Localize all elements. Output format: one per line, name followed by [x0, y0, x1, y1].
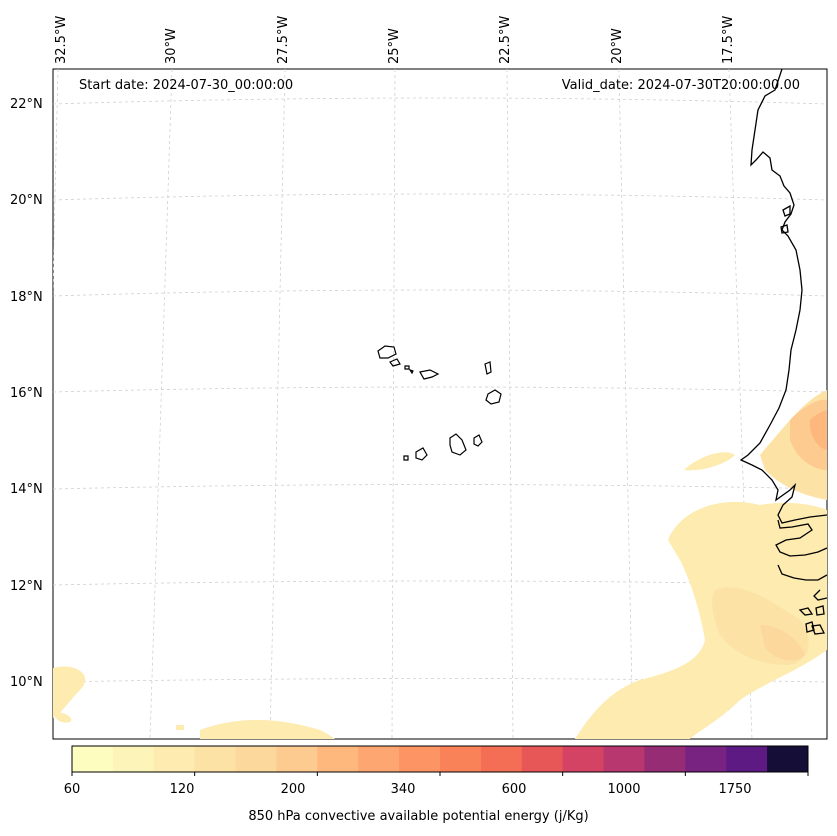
colorbar-swatch-14: [644, 746, 686, 772]
colorbar-tick-1000: 1000: [607, 782, 641, 797]
lon-label-25w: 25°W: [387, 28, 402, 64]
lat-label-14n: 14°N: [10, 482, 43, 497]
lon-label-22-5w: 22.5°W: [498, 15, 513, 64]
colorbar-swatch-12: [562, 746, 605, 772]
colorbar-swatch-15: [685, 746, 727, 772]
map-frame: [52, 68, 828, 740]
colorbar-swatch-8: [399, 746, 441, 772]
colorbar-tick-200: 200: [280, 782, 306, 797]
cape-verde-islands: [377, 345, 502, 461]
colorbar-swatch-9: [440, 746, 482, 772]
colorbar-swatch-4: [235, 746, 277, 772]
lat-label-18n: 18°N: [10, 290, 43, 305]
lat-label-10n: 10°N: [10, 675, 43, 690]
colorbar-tick-120: 120: [169, 782, 195, 797]
colorbar-swatch-17: [767, 746, 809, 772]
colorbar-swatch-6: [317, 746, 359, 772]
colorbar-tick-340: 340: [390, 782, 416, 797]
colorbar-swatch-5: [276, 746, 318, 772]
colorbar-swatch-0: [72, 746, 114, 772]
colorbar-tick-1750: 1750: [718, 782, 752, 797]
colorbar-swatch-16: [726, 746, 768, 772]
lon-label-32-5w: 32.5°W: [54, 15, 69, 64]
valid-date: Valid_date: 2024-07-30T20:00:00.00: [561, 78, 800, 93]
start-date: Start date: 2024-07-30_00:00:00: [79, 78, 294, 93]
coastline: [739, 69, 827, 635]
colorbar-swatch-13: [603, 746, 645, 772]
colorbar-tick-60: 60: [63, 782, 81, 797]
cape-shading: [53, 390, 827, 739]
colorbar-swatch-3: [194, 746, 237, 772]
lon-label-17-5w: 17.5°W: [721, 15, 736, 64]
lon-label-30w: 30°W: [164, 28, 179, 64]
colorbar-swatch-1: [112, 746, 155, 772]
lon-label-27-5w: 27.5°W: [276, 15, 291, 64]
colorbar-swatch-10: [480, 746, 523, 772]
lat-label-16n: 16°N: [10, 386, 43, 401]
colorbar-swatch-7: [358, 746, 400, 772]
lat-label-20n: 20°N: [10, 193, 43, 208]
lat-label-12n: 12°N: [10, 579, 43, 594]
colorbar-swatch-2: [153, 746, 196, 772]
lat-label-22n: 22°N: [10, 97, 43, 112]
colorbar: [71, 745, 809, 776]
colorbar-swatch-11: [521, 746, 564, 772]
colorbar-tick-600: 600: [501, 782, 527, 797]
colorbar-label: 850 hPa convective available potential e…: [248, 809, 589, 824]
lon-label-20w: 20°W: [610, 28, 625, 64]
